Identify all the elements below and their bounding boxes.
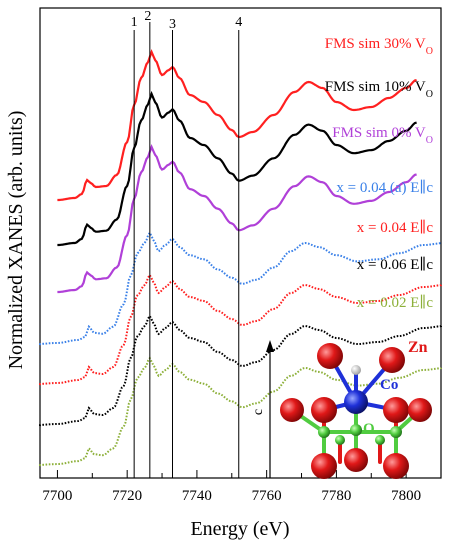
series-label-fms-0: FMS sim 0% VO bbox=[332, 125, 433, 146]
zn-atom bbox=[344, 448, 368, 472]
series-labels: FMS sim 30% VO FMS sim 10% VO FMS sim 0%… bbox=[325, 36, 434, 311]
zn-atom bbox=[311, 453, 337, 479]
x-axis-ticks: 7700 7720 7740 7760 7780 7800 bbox=[42, 470, 421, 504]
zn-atom bbox=[311, 397, 337, 423]
series-label-fms-10: FMS sim 10% VO bbox=[325, 79, 433, 100]
marker-label-2: 2 bbox=[144, 9, 151, 24]
zn-atom bbox=[317, 343, 343, 369]
co-label: Co bbox=[380, 377, 398, 393]
zn-atom bbox=[379, 347, 405, 373]
o-atom bbox=[390, 426, 402, 438]
series-label-x004a: x = 0.04 (a) E∥c bbox=[336, 179, 433, 196]
marker-label-4: 4 bbox=[235, 15, 242, 30]
y-axis-label: Normalized XANES (arb. units) bbox=[5, 111, 27, 370]
x-tick-label: 7740 bbox=[182, 488, 212, 504]
marker-label-1: 1 bbox=[131, 15, 138, 30]
o-atom bbox=[335, 435, 345, 445]
x-tick-label: 7700 bbox=[42, 488, 72, 504]
series-line-2 bbox=[57, 144, 417, 294]
series-label-fms-30: FMS sim 30% VO bbox=[325, 36, 433, 57]
series-line-0 bbox=[57, 48, 417, 202]
x-tick-label: 7780 bbox=[321, 488, 351, 504]
x-tick-label: 7760 bbox=[252, 488, 282, 504]
zn-atom bbox=[383, 453, 409, 479]
x-tick-label: 7800 bbox=[391, 488, 421, 504]
series-label-x004: x = 0.04 E∥c bbox=[357, 219, 434, 236]
vertical-markers: 1 2 3 4 bbox=[131, 9, 242, 478]
o-label: O bbox=[363, 421, 375, 437]
series-line-5 bbox=[39, 314, 442, 427]
series-line-1 bbox=[57, 90, 417, 247]
zn-atom bbox=[408, 398, 432, 422]
c-axis-arrow: c bbox=[251, 340, 274, 478]
series-label-x006: x = 0.06 E∥c bbox=[357, 256, 434, 273]
co-atom bbox=[344, 390, 368, 414]
x-axis-label: Energy (eV) bbox=[190, 518, 289, 540]
plot-frame bbox=[39, 7, 442, 479]
zn-label: Zn bbox=[408, 339, 428, 356]
crystal-structure-inset: Zn Co O bbox=[280, 339, 432, 479]
x-tick-label: 7720 bbox=[112, 488, 142, 504]
o-atom bbox=[350, 424, 362, 436]
marker-label-3: 3 bbox=[169, 17, 176, 32]
vacancy-atom bbox=[351, 365, 361, 375]
series-line-3 bbox=[39, 230, 442, 346]
o-atom bbox=[318, 426, 330, 438]
series-line-4 bbox=[39, 273, 442, 386]
o-atom bbox=[375, 435, 385, 445]
series-label-x002: x = 0.02 E∥c bbox=[357, 294, 434, 311]
zn-atom bbox=[280, 398, 304, 422]
zn-atom bbox=[383, 397, 409, 423]
c-axis-label: c bbox=[251, 409, 266, 415]
